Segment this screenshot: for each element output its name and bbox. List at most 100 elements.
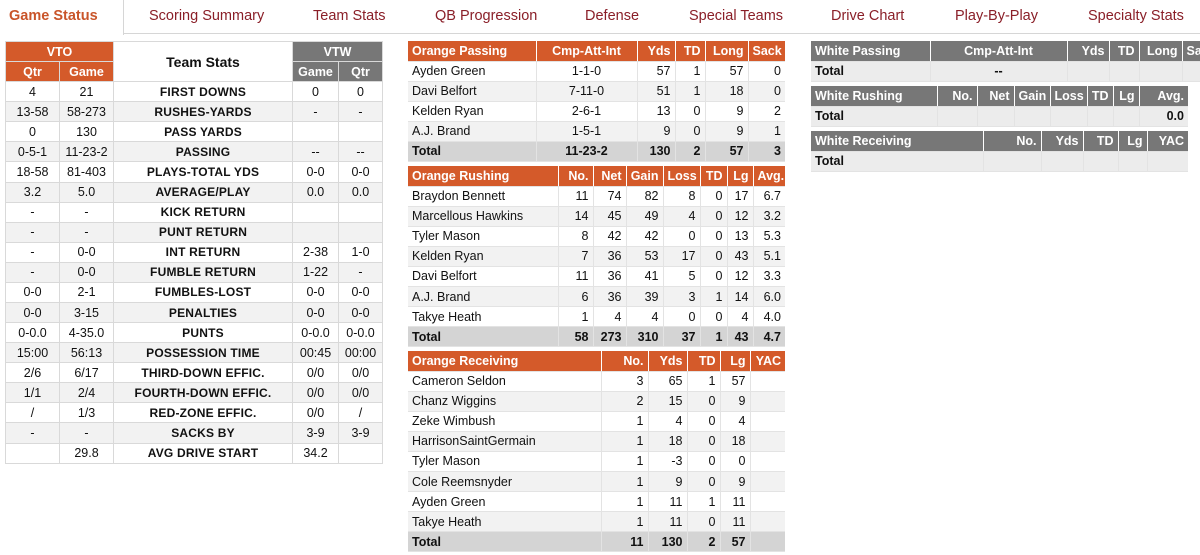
stat-value: 0 xyxy=(699,266,727,287)
team-stat-row: - - SACKS BY 3-9 3-9 xyxy=(5,422,384,444)
team-stat-row: 13-58 58-273 RUSHES-YARDS - - xyxy=(5,101,384,123)
player-row: Davi Belfort 7-11-0 51 1 18 0 xyxy=(408,81,785,102)
stat-label: PUNT RETURN xyxy=(113,221,294,243)
away-team-abbr: VTW xyxy=(292,40,384,63)
away-qtr-value: / xyxy=(338,402,384,424)
total-row: Total xyxy=(811,151,1188,172)
away-game-value: 0 xyxy=(292,81,340,103)
total-value xyxy=(1049,106,1087,127)
away-game-value: 0-0 xyxy=(292,302,340,324)
total-value xyxy=(1082,151,1118,172)
stat-value: 4 xyxy=(647,411,687,432)
stat-value: 57 xyxy=(704,61,748,82)
player-name: Marcellous Hawkins xyxy=(408,206,558,227)
column-header-orange-passing: Orange Passing xyxy=(408,41,536,62)
stat-value: 12 xyxy=(726,266,753,287)
stat-value: 7-11-0 xyxy=(535,81,637,102)
stat-value: 0 xyxy=(686,451,720,472)
stat-value: 14 xyxy=(557,206,593,227)
total-value xyxy=(936,106,977,127)
stat-value: 0 xyxy=(686,391,720,412)
column-header-td: TD xyxy=(1108,41,1139,62)
tab-team-stats[interactable]: Team Stats xyxy=(313,8,386,24)
stat-label: PASS YARDS xyxy=(113,121,294,143)
stat-value xyxy=(749,451,785,472)
home-game-value: 4-35.0 xyxy=(58,322,115,344)
table-header-row: Orange Receiving No. Yds TD Lg YAC xyxy=(408,351,785,372)
away-qtr-value xyxy=(338,121,384,143)
tab-scoring-summary[interactable]: Scoring Summary xyxy=(149,8,265,24)
tab-qb-progression[interactable]: QB Progression xyxy=(435,8,538,24)
away-game-value: 34.2 xyxy=(292,442,340,464)
tab-game-status[interactable]: Game Status xyxy=(0,0,124,35)
stat-label: PASSING xyxy=(113,141,294,163)
team-stat-row: 29.8 AVG DRIVE START 34.2 xyxy=(5,442,384,464)
stat-value: 36 xyxy=(592,266,626,287)
total-value: 11 xyxy=(600,531,648,553)
stat-label: SACKS BY xyxy=(113,422,294,444)
stat-value: 0 xyxy=(699,186,727,207)
tab-play-by-play[interactable]: Play-By-Play xyxy=(955,8,1038,24)
tab-defense[interactable]: Defense xyxy=(585,8,640,24)
tab-special-teams[interactable]: Special Teams xyxy=(689,8,784,24)
stat-value: 1 xyxy=(747,121,785,142)
away-qtr-value: - xyxy=(338,101,384,123)
home-game-value: 81-403 xyxy=(58,161,115,183)
stat-value: 17 xyxy=(662,246,700,267)
away-game-value: 3-9 xyxy=(292,422,340,444)
home-game-value: 58-273 xyxy=(58,101,115,123)
home-qtr-value: 0-0 xyxy=(5,281,60,304)
white-passing-table: White PassingCmp-Att-IntYdsTDLongSackTot… xyxy=(811,41,1200,82)
stat-value: 11 xyxy=(647,511,687,533)
stat-value: 5.1 xyxy=(752,246,785,267)
stat-value: 0 xyxy=(662,306,700,328)
total-value xyxy=(1040,151,1083,172)
stat-label: FUMBLE RETURN xyxy=(113,261,294,283)
tab-drive-chart[interactable]: Drive Chart xyxy=(831,8,905,24)
stat-value: 0 xyxy=(686,511,720,533)
stat-label: PENALTIES xyxy=(113,302,294,324)
stat-value: 8 xyxy=(662,186,700,207)
away-game-value xyxy=(292,121,340,143)
home-qtr-value: 0-0 xyxy=(5,302,60,324)
player-name: HarrisonSaintGermain xyxy=(408,431,601,452)
column-header-yds: Yds xyxy=(647,351,687,372)
player-name: Cameron Seldon xyxy=(408,371,601,392)
stat-label: PLAYS-TOTAL YDS xyxy=(113,161,294,183)
total-value: 57 xyxy=(704,141,748,162)
team-stat-row: -0-0 INT RETURN 2-38 1-0 xyxy=(5,241,384,263)
team-stat-row: 15:00 56:13 POSSESSION TIME 00:45 00:00 xyxy=(5,342,384,364)
home-qtr-value: 2/6 xyxy=(5,362,60,384)
table-header-row: White Rushing No. Net Gain Loss TD Lg Avg. xyxy=(811,86,1188,107)
column-header-td: TD xyxy=(1086,86,1113,107)
stat-value: 4 xyxy=(625,306,663,328)
stat-value: 11 xyxy=(647,491,687,513)
stat-value: 14 xyxy=(726,286,753,308)
column-header-yds: Yds xyxy=(636,41,675,62)
stat-value: 12 xyxy=(726,206,753,227)
total-label: Total xyxy=(408,531,601,553)
total-value: 58 xyxy=(557,326,593,348)
stat-value: 13 xyxy=(636,101,675,122)
player-row: Tyler Mason 1 -3 0 0 xyxy=(408,451,785,472)
away-game-value: 0/0 xyxy=(292,402,340,424)
home-game-value: - xyxy=(58,422,115,444)
tab-specialty-stats[interactable]: Specialty Stats xyxy=(1088,8,1184,24)
stat-value: 9 xyxy=(704,121,748,142)
away-qtr-value: 0/0 xyxy=(338,382,384,404)
away-game-value: 0-0 xyxy=(292,281,340,304)
stat-value: 9 xyxy=(647,471,687,493)
stat-value: 11 xyxy=(557,186,593,207)
column-header-td: TD xyxy=(1082,131,1118,152)
home-qtr-value: / xyxy=(5,402,60,424)
away-qtr-value: 0.0 xyxy=(338,181,384,203)
stat-value xyxy=(749,391,785,412)
player-name: Tyler Mason xyxy=(408,226,558,247)
stat-value: 51 xyxy=(636,81,675,102)
column-header-white-receiving: White Receiving xyxy=(811,131,983,152)
column-header-no: No. xyxy=(600,351,648,372)
column-header-loss: Loss xyxy=(662,166,700,187)
stat-value: 4.0 xyxy=(752,306,785,328)
home-game-value: 29.8 xyxy=(58,442,115,464)
column-header-lg: Lg xyxy=(1112,86,1139,107)
